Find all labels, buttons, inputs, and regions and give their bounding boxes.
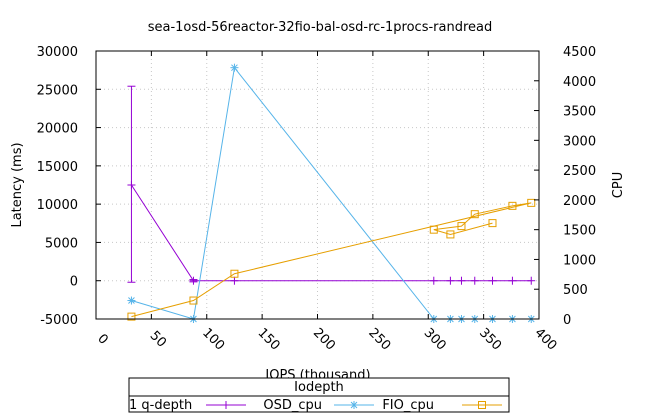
marker-stroke xyxy=(230,269,239,278)
marker-stroke xyxy=(527,198,536,207)
data-point xyxy=(429,276,438,285)
y-tick-label: 30000 xyxy=(37,45,78,60)
data-point xyxy=(429,225,438,234)
x-tick-label: 50 xyxy=(147,328,169,350)
data-point xyxy=(508,201,517,210)
y2-axis-label: CPU xyxy=(611,172,626,198)
series-line xyxy=(131,66,532,320)
data-point xyxy=(127,181,136,189)
chart-title: sea-1osd-56reactor-32fio-bal-osd-rc-1pro… xyxy=(148,20,493,35)
x-tick-label: 300 xyxy=(421,325,449,353)
legend-marker xyxy=(222,401,230,409)
data-point xyxy=(457,276,466,285)
y-tick-label: 0 xyxy=(70,275,78,290)
legend-title: Iodepth xyxy=(294,380,344,395)
legend-entry: FIO_cpu xyxy=(382,398,502,413)
y2-tick-label: 4500 xyxy=(563,45,596,60)
marker-stroke xyxy=(189,296,198,305)
data-point xyxy=(446,230,455,239)
data-point xyxy=(230,269,239,278)
legend: Iodepth 1 q-depth OSD_cpu FIO_cpu xyxy=(128,377,510,413)
y2-tick-label: 0 xyxy=(563,313,571,328)
data-point xyxy=(527,198,536,207)
legend-marker xyxy=(350,401,358,409)
axis-ticks: 0 50 100 150 200 250 300 350 400-500005000100001… xyxy=(37,45,596,354)
marker-stroke xyxy=(508,201,517,210)
marker-stroke xyxy=(231,64,238,72)
legend-entries: 1 q-depth OSD_cpu FIO_cpu xyxy=(129,398,502,413)
series-osd-cpu xyxy=(127,63,536,323)
y2-tick-label: 4000 xyxy=(563,75,596,90)
marker-stroke xyxy=(429,225,438,234)
marker-stroke xyxy=(446,230,455,239)
data-point xyxy=(470,276,479,285)
y-tick-label: 10000 xyxy=(37,198,78,213)
data-point xyxy=(189,296,198,305)
marker-stroke xyxy=(478,401,486,409)
y-tick-label: 15000 xyxy=(37,160,78,175)
x-tick-label: 350 xyxy=(476,325,504,353)
series-layer xyxy=(127,63,536,323)
y2-tick-label: 3000 xyxy=(563,134,596,149)
y2-tick-label: 1000 xyxy=(563,253,596,268)
marker-stroke xyxy=(488,219,497,228)
x-tick-label: 100 xyxy=(199,325,227,353)
legend-label: FIO_cpu xyxy=(382,398,434,413)
data-point xyxy=(446,276,455,285)
y-tick-label: 25000 xyxy=(37,83,78,98)
legend-marker xyxy=(478,401,486,409)
grid xyxy=(96,51,539,319)
x-tick-label: 400 xyxy=(531,325,559,353)
data-point xyxy=(230,276,239,285)
series-line xyxy=(131,202,532,318)
data-point xyxy=(488,219,497,228)
series-fio-cpu xyxy=(127,198,536,321)
y2-tick-label: 3500 xyxy=(563,105,596,120)
data-point xyxy=(527,276,536,285)
legend-label: OSD_cpu xyxy=(263,398,322,413)
series-1-q-depth xyxy=(127,85,536,285)
legend-label: 1 q-depth xyxy=(129,398,192,413)
x-tick-label: 200 xyxy=(310,325,338,353)
x-tick-label: 0 xyxy=(94,331,110,347)
y-tick-label: 5000 xyxy=(45,236,78,251)
data-point xyxy=(127,312,136,321)
marker-stroke xyxy=(127,312,136,321)
data-point xyxy=(189,276,198,285)
legend-box xyxy=(128,377,510,413)
y2-tick-label: 2500 xyxy=(563,164,596,179)
y2-tick-label: 1500 xyxy=(563,224,596,239)
y-tick-label: 20000 xyxy=(37,122,78,137)
legend-entry: OSD_cpu xyxy=(263,398,374,413)
marker-stroke xyxy=(350,401,358,409)
data-point xyxy=(127,296,136,305)
data-point xyxy=(230,63,239,72)
marker-stroke xyxy=(457,222,466,231)
y-axis-label: Latency (ms) xyxy=(10,142,25,227)
y2-tick-label: 2000 xyxy=(563,194,596,209)
y2-tick-label: 500 xyxy=(563,283,588,298)
marker-stroke xyxy=(128,297,135,304)
data-point xyxy=(457,222,466,231)
legend-entry: 1 q-depth xyxy=(129,398,246,413)
data-point xyxy=(508,276,517,285)
y-tick-label: -5000 xyxy=(40,313,78,328)
data-point xyxy=(470,210,479,219)
series-line xyxy=(131,184,532,282)
marker-stroke xyxy=(470,210,479,219)
x-tick-label: 250 xyxy=(365,325,393,353)
data-point xyxy=(488,276,497,285)
x-tick-label: 150 xyxy=(255,325,283,353)
